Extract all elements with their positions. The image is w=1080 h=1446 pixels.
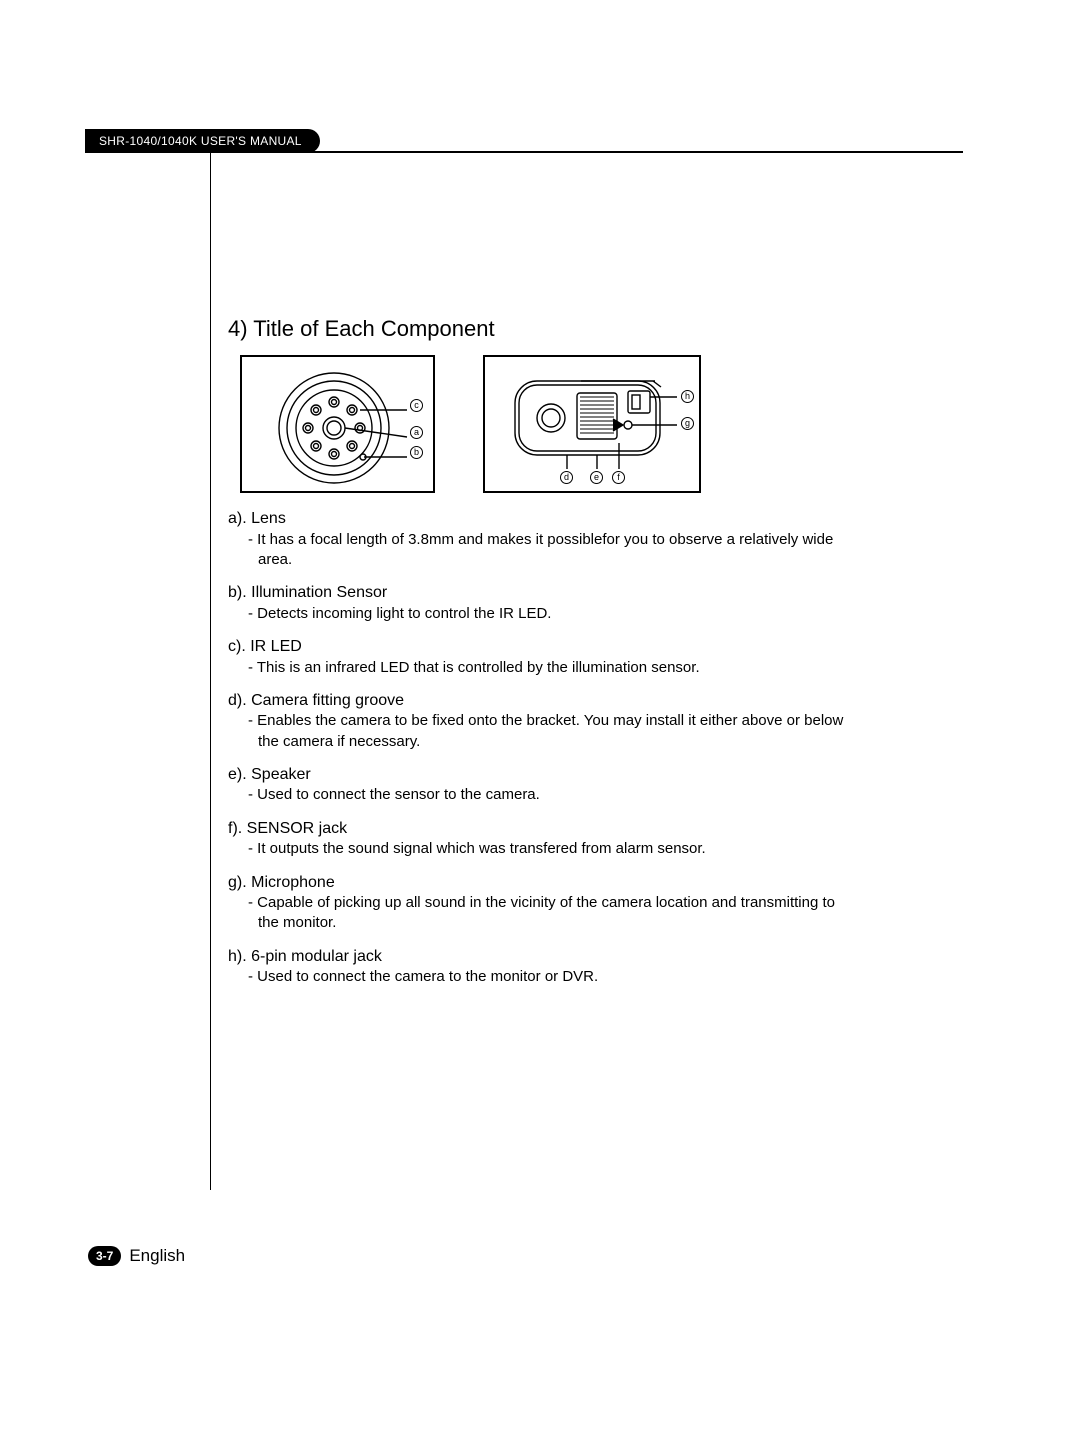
component-g-title: g). Microphone (228, 872, 848, 894)
callout-f: f (612, 471, 625, 484)
component-e-title: e). Speaker (228, 764, 848, 786)
component-h-title: h). 6-pin modular jack (228, 946, 848, 968)
callout-c: c (410, 399, 423, 412)
component-a-desc: - It has a focal length of 3.8mm and mak… (258, 530, 848, 571)
component-e: e). Speaker - Used to connect the sensor… (228, 764, 848, 806)
component-list: a). Lens - It has a focal length of 3.8m… (228, 508, 848, 1000)
component-f-desc: - It outputs the sound signal which was … (258, 839, 848, 859)
diagram-side-frame: h g d e f (483, 355, 701, 493)
diagrams-row: c a b (240, 355, 701, 493)
component-b-desc: - Detects incoming light to control the … (258, 604, 848, 624)
component-a: a). Lens - It has a focal length of 3.8m… (228, 508, 848, 570)
callout-h: h (681, 390, 694, 403)
diagram-front-svg (242, 361, 437, 495)
component-g-desc: - Capable of picking up all sound in the… (258, 893, 848, 934)
callout-d: d (560, 471, 573, 484)
component-b-title: b). Illumination Sensor (228, 582, 848, 604)
section-title: 4) Title of Each Component (228, 316, 495, 342)
component-h-desc: - Used to connect the camera to the moni… (258, 967, 848, 987)
component-d-title: d). Camera fitting groove (228, 690, 848, 712)
header-pill: SHR-1040/1040K USER'S MANUAL (85, 129, 320, 153)
callout-b: b (410, 446, 423, 459)
component-c: c). IR LED - This is an infrared LED tha… (228, 636, 848, 678)
callout-a: a (410, 426, 423, 439)
diagram-front-frame: c a b (240, 355, 435, 493)
component-b: b). Illumination Sensor - Detects incomi… (228, 582, 848, 624)
component-c-desc: - This is an infrared LED that is contro… (258, 658, 848, 678)
page-footer: 3-7 English (88, 1246, 185, 1266)
component-h: h). 6-pin modular jack - Used to connect… (228, 946, 848, 988)
component-d-desc: - Enables the camera to be fixed onto th… (258, 711, 848, 752)
component-c-title: c). IR LED (228, 636, 848, 658)
component-g: g). Microphone - Capable of picking up a… (228, 872, 848, 934)
component-f-title: f). SENSOR jack (228, 818, 848, 840)
page-number-badge: 3-7 (88, 1246, 121, 1266)
component-e-desc: - Used to connect the sensor to the came… (258, 785, 848, 805)
footer-language: English (129, 1246, 185, 1266)
callout-e: e (590, 471, 603, 484)
component-f: f). SENSOR jack - It outputs the sound s… (228, 818, 848, 860)
callout-g: g (681, 417, 694, 430)
component-a-title: a). Lens (228, 508, 848, 530)
vertical-divider (210, 152, 211, 1190)
component-d: d). Camera fitting groove - Enables the … (228, 690, 848, 752)
